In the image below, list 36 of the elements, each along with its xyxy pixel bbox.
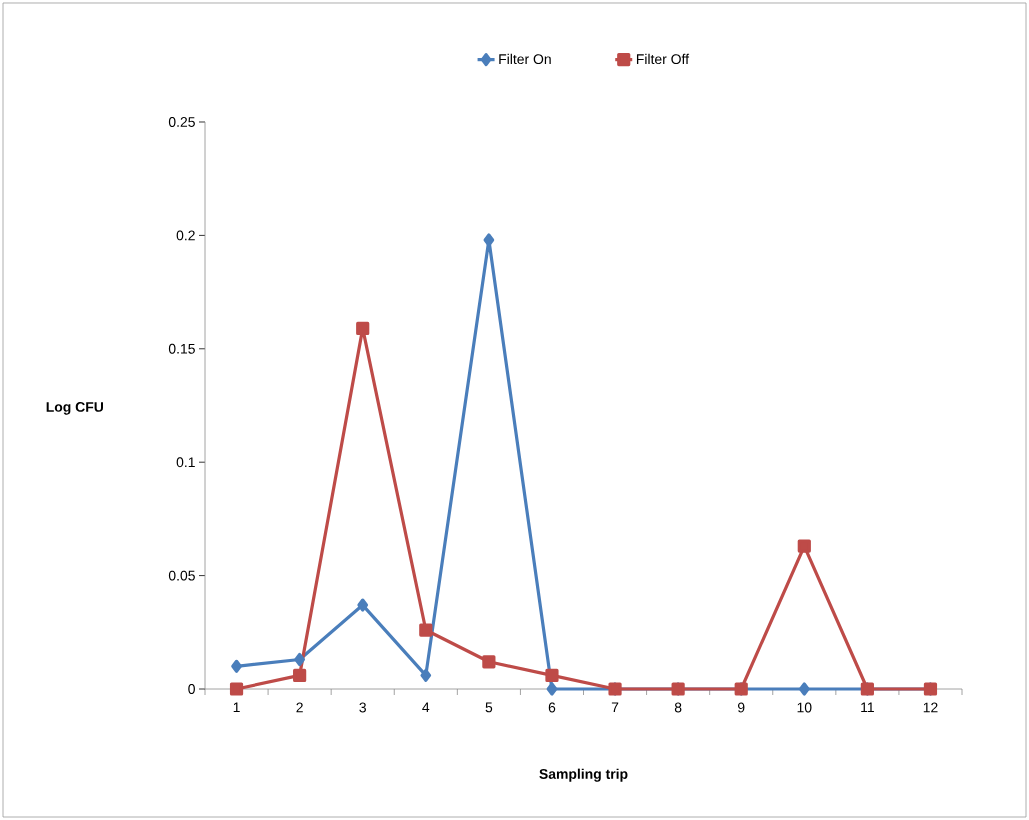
x-axis-title: Sampling trip [539, 768, 628, 782]
point [483, 233, 495, 247]
point [357, 598, 369, 612]
y-tick-label: 0.2 [176, 230, 195, 241]
point [797, 539, 811, 553]
point [482, 655, 496, 669]
y-axis-title: Log CFU [46, 401, 103, 415]
x-tick-label: 10 [797, 702, 812, 713]
x-tick-label: 6 [548, 702, 556, 713]
point [231, 659, 242, 673]
x-tick-label: 7 [611, 702, 619, 713]
point [546, 682, 558, 696]
x-tick-label: 9 [737, 702, 745, 713]
point [293, 668, 307, 682]
y-tick-label: 0.15 [168, 343, 195, 354]
y-tick-label: 0 [188, 684, 195, 694]
point [419, 623, 433, 637]
x-tick-label: 1 [233, 702, 240, 713]
x-tick-label: 2 [296, 702, 303, 713]
y-tick-label: 0.1 [176, 457, 195, 468]
x-tick-label: 3 [359, 702, 366, 713]
y-tick-label: 0.25 [168, 117, 195, 127]
legend-label: Filter On [499, 53, 551, 65]
point [798, 682, 810, 696]
point [356, 321, 370, 335]
point [545, 668, 559, 682]
point [420, 668, 432, 682]
x-tick-label: 8 [674, 702, 682, 713]
point [294, 652, 305, 667]
x-tick-label: 11 [861, 702, 874, 713]
legend-label: Filter Off [636, 53, 690, 65]
x-tick-label: 4 [422, 702, 430, 713]
x-tick-label: 5 [485, 702, 493, 713]
point [229, 682, 244, 696]
x-tick-label: 12 [923, 702, 938, 713]
y-tick-label: 0.05 [168, 570, 195, 581]
